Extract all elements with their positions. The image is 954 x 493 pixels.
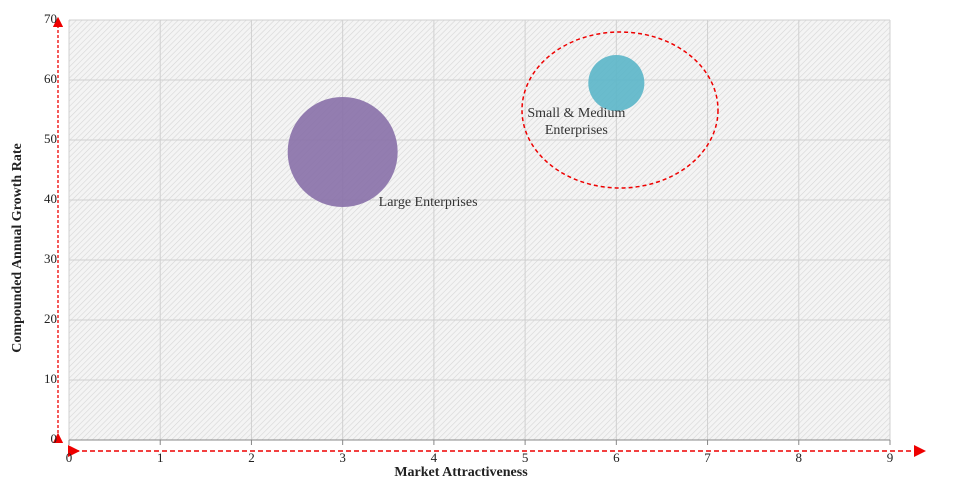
x-tick-label: 9 (887, 450, 894, 465)
y-tick-label: 30 (44, 251, 57, 266)
bubble-label: Large Enterprises (378, 195, 478, 210)
x-tick-label: 5 (522, 450, 529, 465)
x-tick-label: 7 (704, 450, 711, 465)
x-tick-label: 0 (66, 450, 73, 465)
x-axis-title: Market Attractiveness (394, 465, 528, 480)
bubble-label-box: Large Enterprises (378, 195, 478, 210)
x-tick-label: 8 (796, 450, 803, 465)
bubble (287, 97, 398, 207)
y-tick-label: 50 (44, 131, 57, 146)
y-tick-label: 70 (44, 11, 57, 26)
bubble (588, 54, 645, 112)
y-tick-label: 0 (51, 431, 58, 446)
x-tick-label: 3 (339, 450, 346, 465)
x-tick-label: 4 (431, 450, 438, 465)
y-tick-label: 20 (44, 311, 57, 326)
highlight-ellipse (521, 31, 719, 189)
x-tick-label: 1 (157, 450, 164, 465)
x-tick-label: 2 (248, 450, 255, 465)
x-tick-label: 6 (613, 450, 620, 465)
y-tick-label: 10 (44, 371, 57, 386)
bubble-label: Small & Medium Enterprises (527, 106, 626, 138)
plot-area (69, 20, 890, 440)
y-tick-label: 40 (44, 191, 57, 206)
y-axis-title: Compounded Annual Growth Rate (10, 143, 25, 352)
y-tick-label: 60 (44, 71, 57, 86)
bubble-label-box: Small & Medium Enterprises (527, 106, 626, 138)
